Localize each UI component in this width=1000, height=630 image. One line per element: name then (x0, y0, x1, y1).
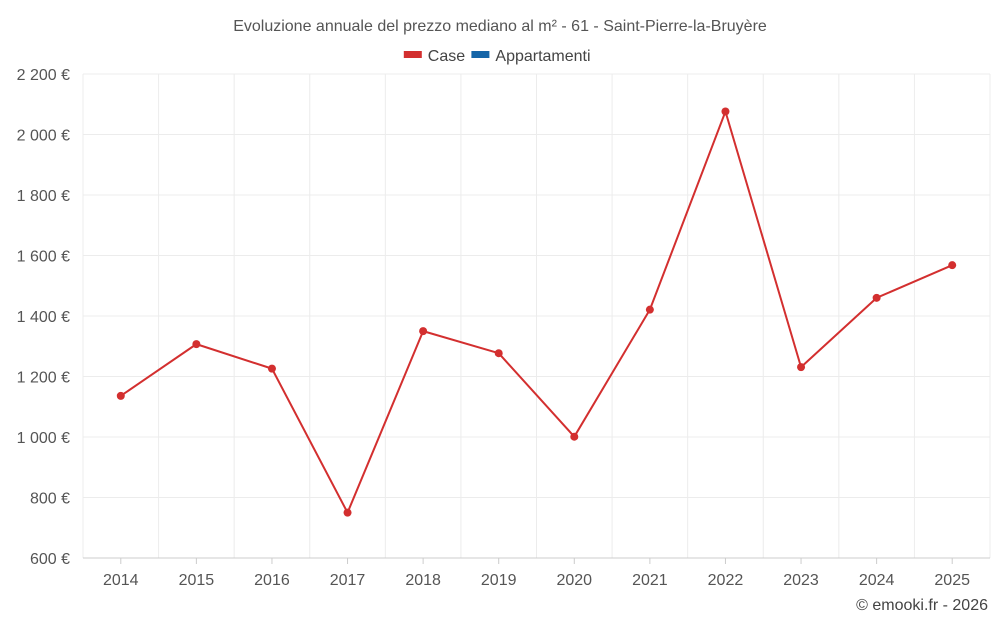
x-tick-label: 2024 (859, 572, 895, 589)
data-point-case-2019[interactable] (494, 349, 503, 358)
data-point-case-2025[interactable] (948, 261, 957, 270)
legend-swatch-appartamenti (471, 51, 490, 58)
y-tick-label: 1 400 € (17, 309, 70, 326)
x-tick-label: 2022 (708, 572, 744, 589)
grid (82, 73, 991, 559)
credit-text: © emooki.fr - 2026 (856, 597, 988, 614)
chart-title: Evoluzione annuale del prezzo mediano al… (233, 18, 767, 35)
data-point-case-2024[interactable] (872, 293, 881, 302)
series-line-case (120, 110, 953, 514)
x-tick-label: 2018 (405, 572, 441, 589)
data-point-case-2017[interactable] (343, 508, 352, 517)
data-point-case-2016[interactable] (267, 364, 276, 373)
y-tick-label: 1 600 € (17, 249, 70, 266)
y-tick-label: 800 € (30, 491, 70, 508)
legend-label-appartamenti[interactable]: Appartamenti (495, 48, 590, 65)
x-tick-label: 2015 (179, 572, 215, 589)
legend-label-case[interactable]: Case (428, 48, 465, 65)
x-tick-label: 2017 (330, 572, 366, 589)
x-tick-label: 2014 (103, 572, 139, 589)
y-tick-label: 1 000 € (17, 430, 70, 447)
data-point-case-2022[interactable] (721, 107, 730, 116)
data-point-case-2014[interactable] (116, 391, 125, 400)
data-point-case-2015[interactable] (192, 340, 201, 349)
y-tick-label: 600 € (30, 551, 70, 568)
x-tick-label: 2020 (556, 572, 592, 589)
y-tick-label: 2 200 € (17, 67, 70, 84)
data-point-case-2021[interactable] (645, 305, 654, 314)
x-tick-label: 2023 (783, 572, 819, 589)
y-tick-label: 1 200 € (17, 370, 70, 387)
x-tick-label: 2019 (481, 572, 517, 589)
y-tick-label: 1 800 € (17, 188, 70, 205)
x-tick-label: 2016 (254, 572, 290, 589)
series (116, 107, 957, 517)
y-axis: 600 € 800 € 1 000 € 1 200 € 1 400 € 1 600 € 1 … (17, 67, 70, 568)
legend: Case Appartamenti (403, 48, 591, 65)
data-point-case-2020[interactable] (570, 432, 579, 441)
data-point-case-2023[interactable] (797, 363, 806, 372)
y-tick-label: 2 000 € (17, 128, 70, 145)
data-point-case-2018[interactable] (419, 327, 428, 336)
x-axis: 2014 2015 2016 2017 2018 2019 2020 2021 2022 2023… (83, 557, 990, 589)
x-tick-label: 2025 (934, 572, 970, 589)
legend-swatch-case (403, 51, 422, 58)
x-tick-label: 2021 (632, 572, 668, 589)
